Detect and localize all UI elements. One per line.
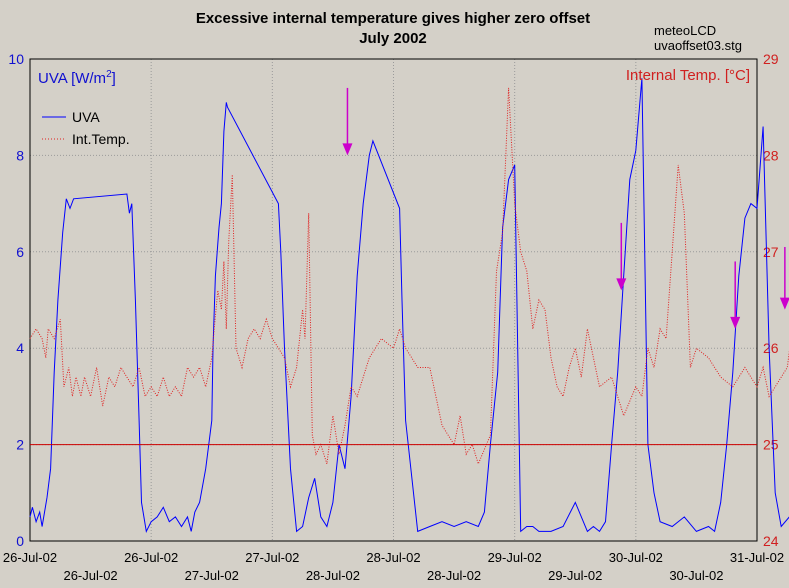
x-tick-label: 26-Jul-02 [124,550,178,565]
left-axis-label-end: ] [112,70,116,87]
temp-series-line [29,87,789,466]
series-lines [29,78,789,533]
arrow-head [342,143,353,156]
left-axis-label: UVA [W/m2] [38,69,116,87]
x-tick-label-lower: 27-Jul-02 [185,568,239,583]
left-tick-label: 6 [16,244,24,260]
right-tick-label: 24 [763,533,779,549]
right-tick-label: 29 [763,51,779,67]
x-tick-label-lower: 28-Jul-02 [427,568,481,583]
right-tick-label: 25 [763,437,779,453]
right-tick-label: 27 [763,244,779,260]
x-tick-label: 26-Jul-02 [3,550,57,565]
x-tick-label-lower: 26-Jul-02 [63,568,117,583]
legend-uva-label: UVA [72,109,100,125]
left-axis-label-sup: 2 [106,69,112,80]
right-axis-label: Internal Temp. [°C] [626,67,750,84]
arrow-head [616,278,627,291]
x-tick-label: 31-Jul-02 [730,550,784,565]
x-tick-label-lower: 30-Jul-02 [669,568,723,583]
annotations [342,87,789,329]
right-tick-label: 28 [763,147,779,163]
left-tick-label: 2 [16,437,24,453]
chart-title: Excessive internal temperature gives hig… [196,10,590,27]
file-note: uvaoffset03.stg [654,38,742,53]
x-tick-label-lower: 28-Jul-02 [306,568,360,583]
station-note: meteoLCD [654,23,716,38]
chart-subtitle: July 2002 [359,30,427,47]
uva-series-line [29,78,789,533]
x-tick-label: 28-Jul-02 [366,550,420,565]
left-tick-label: 10 [8,51,24,67]
legend-temp-label: Int.Temp. [72,131,130,147]
x-tick-label-lower: 29-Jul-02 [548,568,602,583]
arrow-head [730,316,741,329]
arrow-head [779,297,789,310]
right-tick-label: 26 [763,340,779,356]
left-tick-label: 8 [16,147,24,163]
plot-frame [29,58,758,542]
x-tick-label: 29-Jul-02 [488,550,542,565]
x-tick-label: 30-Jul-02 [609,550,663,565]
left-tick-label: 0 [16,533,24,549]
x-tick-label: 27-Jul-02 [245,550,299,565]
legend: UVA Int.Temp. [42,109,130,147]
left-tick-label: 4 [16,340,24,356]
left-axis-label-main: UVA [W/m [38,70,106,87]
